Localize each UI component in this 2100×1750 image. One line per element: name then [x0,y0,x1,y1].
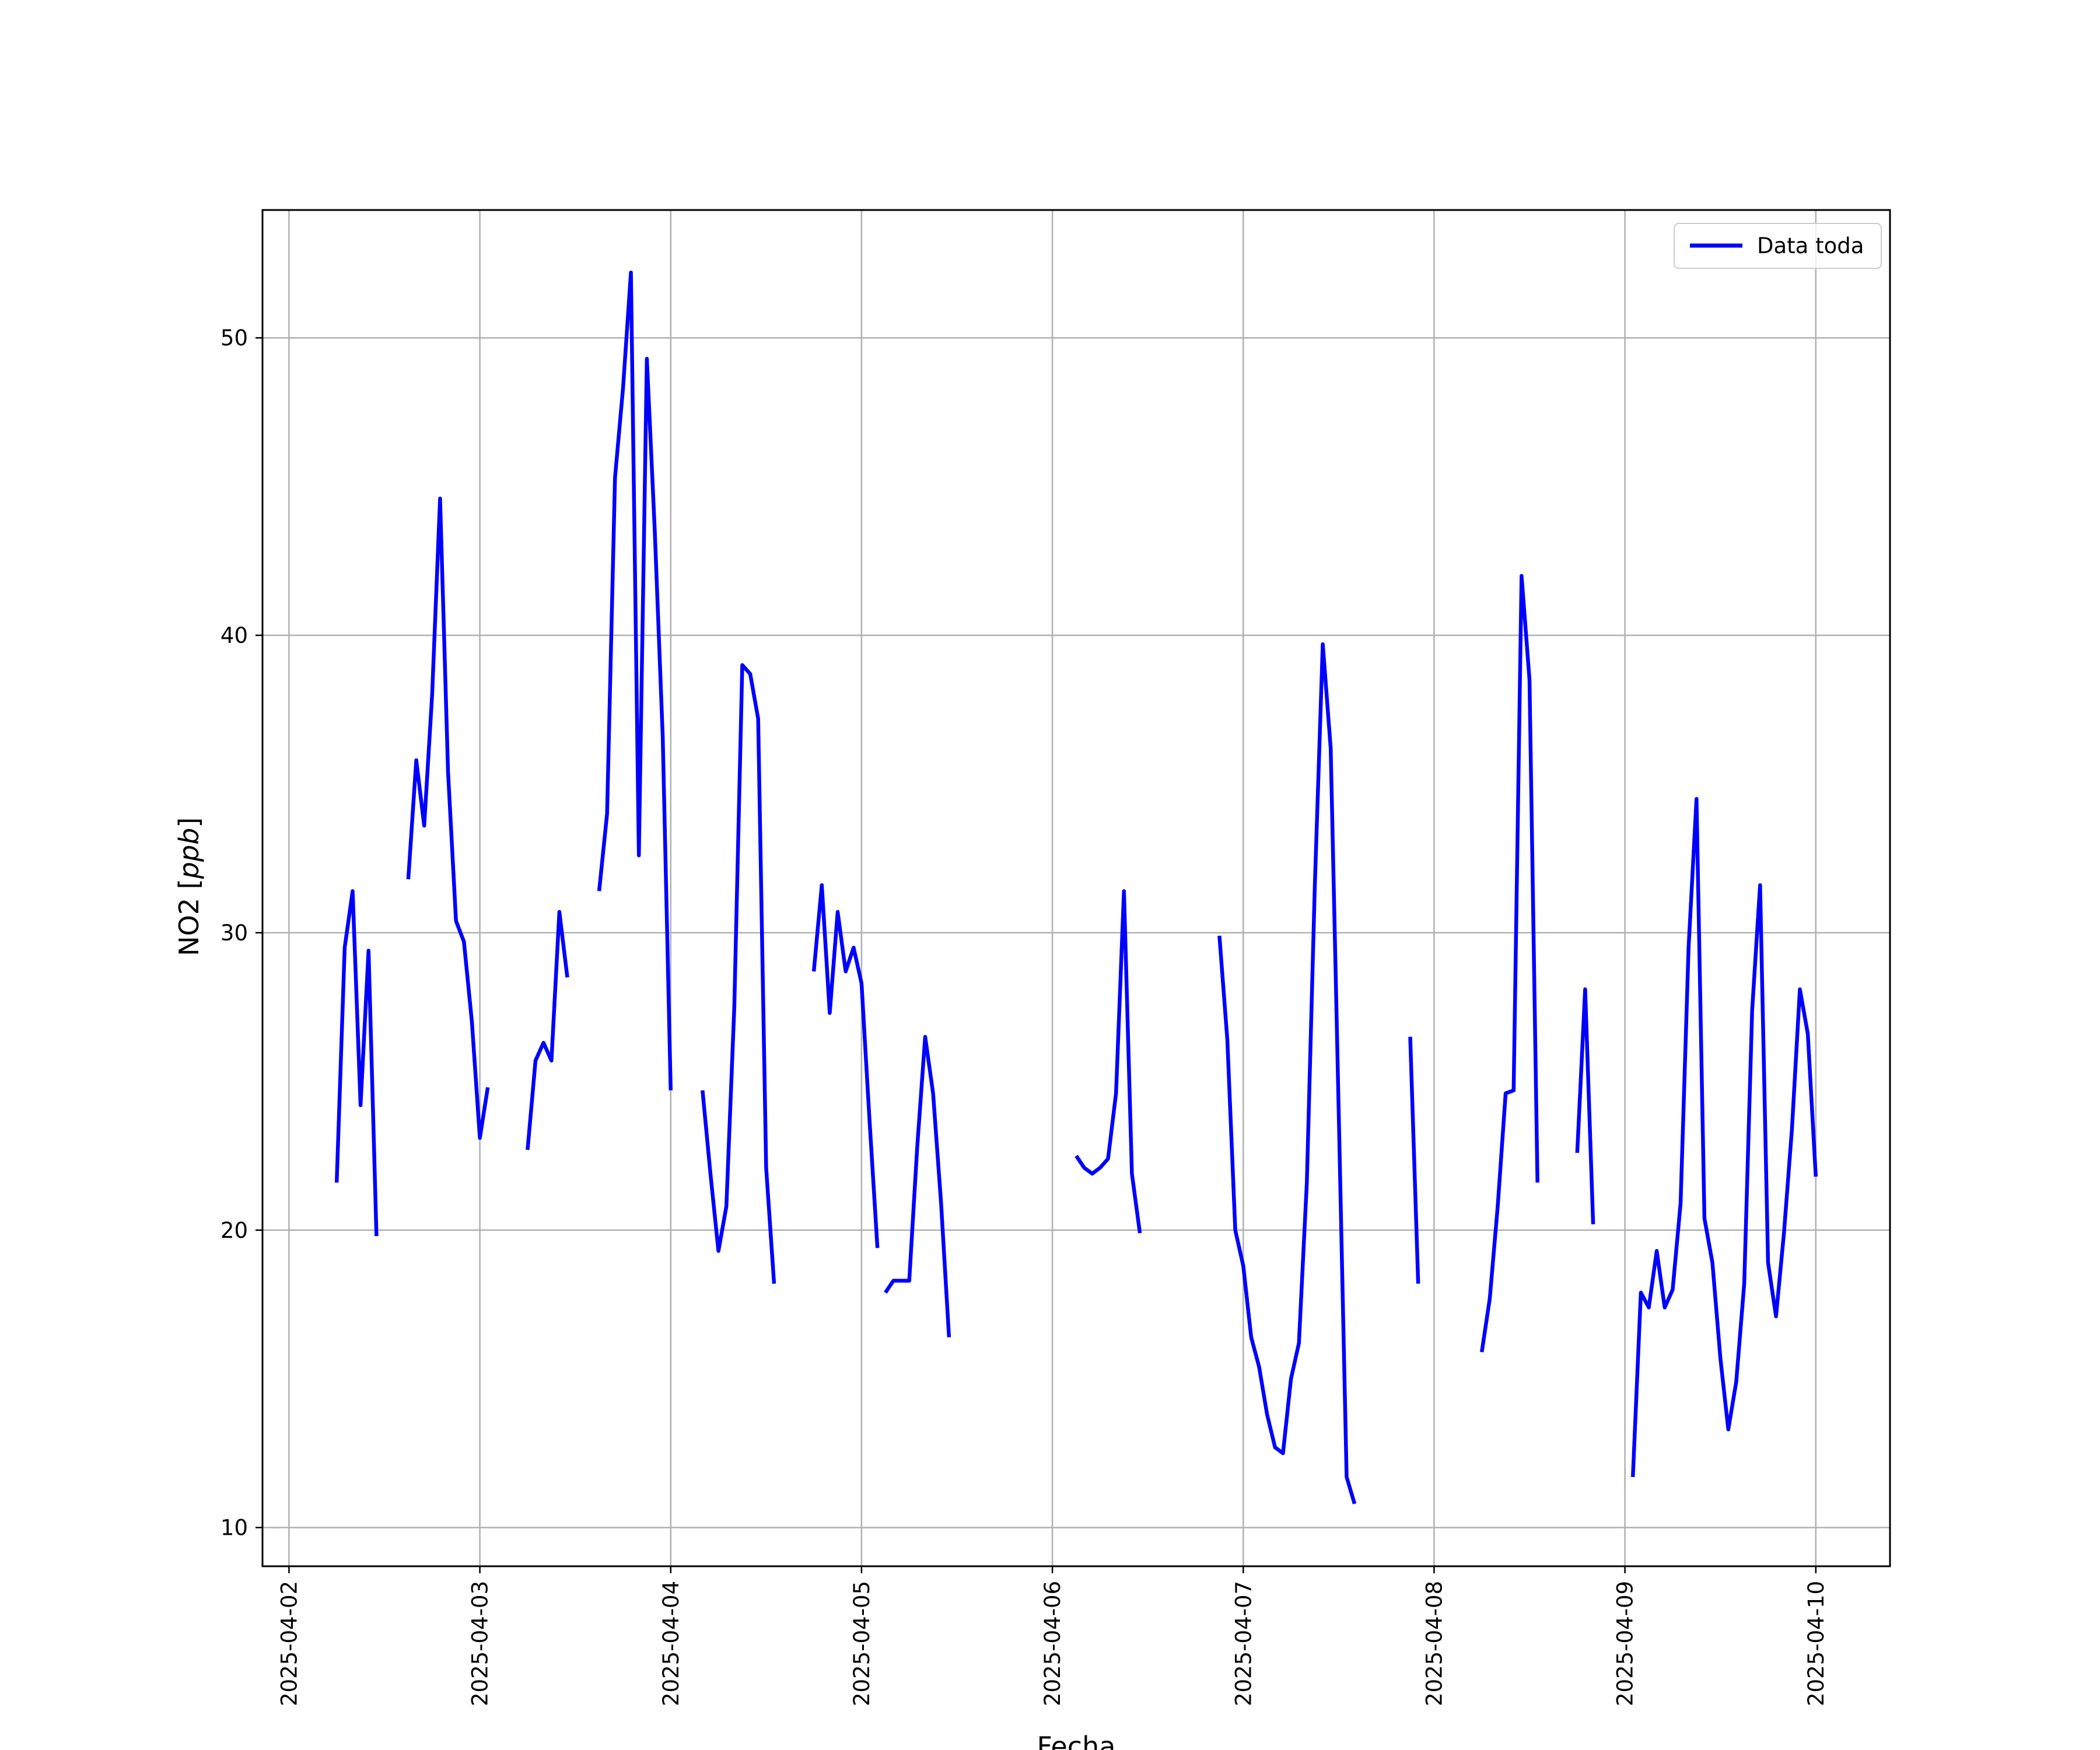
y-tick-label: 50 [220,326,248,351]
series-line-segment [1575,987,1595,1224]
series-line-segment [526,910,569,1150]
legend-label: Data toda [1757,233,1864,258]
x-tick-label: 2025-04-08 [1422,1581,1447,1706]
x-tick-label: 2025-04-02 [276,1581,302,1706]
grid [262,210,1890,1566]
series-line-segment [1479,573,1539,1353]
series-line-segment [811,883,880,1248]
x-tick-label: 2025-04-05 [849,1581,874,1706]
legend: Data toda [1674,223,1882,269]
legend-box [1674,223,1882,269]
data-line-layer [334,270,1818,1504]
y-axis-title: NO2 [ppb] [173,817,205,956]
y-tick-label: 10 [220,1516,248,1541]
y-tick-label: 40 [220,623,248,648]
x-tick-label: 2025-04-10 [1804,1581,1829,1706]
series-line-segment [334,889,379,1237]
series-line-segment [1630,797,1818,1478]
plot-frame [261,209,1891,1567]
series-line-segment [701,663,776,1284]
ticks: 2025-04-02 2025-04-03 2025-04-04 2025-04-05… [220,326,1829,1706]
x-axis-title: Fecha [1037,1731,1116,1750]
series-line-segment [1408,1037,1420,1284]
series-line-segment [597,270,673,1091]
series-line-segment [1217,642,1357,1504]
series-line-segment [884,1035,951,1338]
y-tick-label: 30 [220,921,248,946]
series-line-segment [406,496,490,1140]
y-tick-label: 20 [220,1218,248,1243]
x-tick-label: 2025-04-03 [468,1581,493,1706]
x-tick-label: 2025-04-04 [659,1581,684,1706]
x-tick-label: 2025-04-06 [1040,1581,1065,1706]
x-tick-label: 2025-04-07 [1231,1581,1256,1706]
x-tick-label: 2025-04-09 [1613,1581,1638,1706]
series-line-segment [1074,889,1142,1234]
